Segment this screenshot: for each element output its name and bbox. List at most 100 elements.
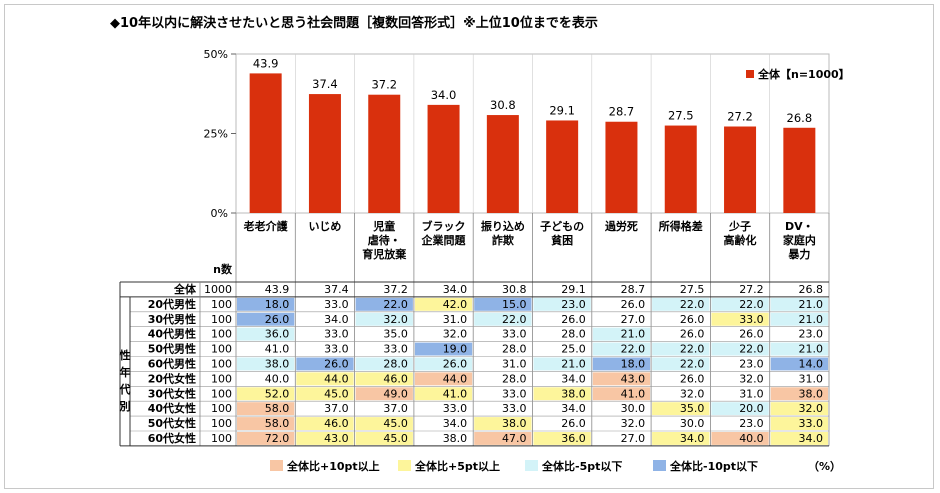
y-tick-label: 25% xyxy=(204,128,228,141)
category-label: 暴力 xyxy=(787,247,810,261)
category-label: 子どもの xyxy=(540,220,584,233)
category-label: 家庭内 xyxy=(783,233,816,247)
row-label: 30代男性 xyxy=(148,312,196,326)
highlight-cell xyxy=(533,357,591,371)
legend-swatch xyxy=(746,70,754,78)
table-cell: 15.0 xyxy=(502,298,527,311)
row-n: 100 xyxy=(211,372,232,385)
row-n: 1000 xyxy=(204,283,232,296)
highlight-cell xyxy=(592,387,651,401)
highlight-cell xyxy=(533,387,591,401)
table-cell: 34.0 xyxy=(443,417,468,430)
side-label-char: 別 xyxy=(119,399,131,413)
table-cell: 22.0 xyxy=(739,298,764,311)
side-label-char: 性 xyxy=(120,348,131,362)
highlight-cell xyxy=(237,417,295,430)
highlight-cell xyxy=(770,417,828,430)
category-label: いじめ xyxy=(308,220,341,233)
row-n: 100 xyxy=(211,343,232,356)
table-cell: 47.0 xyxy=(502,432,527,445)
highlight-cell xyxy=(355,432,413,445)
table-cell: 26.0 xyxy=(561,417,586,430)
table-cell: 31.0 xyxy=(739,387,764,400)
highlight-cell xyxy=(355,387,413,401)
highlight-cell xyxy=(652,432,710,445)
table-cell: 37.0 xyxy=(324,402,349,415)
category-label: 虐待・ xyxy=(368,233,401,247)
table-cell: 27.2 xyxy=(739,283,764,296)
table-cell: 22.0 xyxy=(680,298,705,311)
highlight-cell xyxy=(237,402,295,416)
table-cell: 30.8 xyxy=(502,283,527,296)
table-cell: 27.5 xyxy=(680,283,705,296)
table-cell: 26.0 xyxy=(739,328,764,341)
category-label: 老老介護 xyxy=(243,219,289,233)
bar xyxy=(724,126,757,213)
table-cell: 23.0 xyxy=(739,417,764,430)
row-label: 40代女性 xyxy=(148,401,196,415)
table-cell: 22.0 xyxy=(680,358,705,371)
highlight-cell xyxy=(592,327,651,341)
table-cell: 21.0 xyxy=(799,313,824,326)
table-cell: 30.0 xyxy=(680,417,705,430)
table-cell: 72.0 xyxy=(265,432,290,445)
row-label: 20代女性 xyxy=(148,371,196,385)
table-cell: 20.0 xyxy=(739,402,764,415)
table-cell: 18.0 xyxy=(621,358,646,371)
table-cell: 22.0 xyxy=(621,343,646,356)
table-cell: 34.0 xyxy=(680,432,705,445)
table-cell: 33.0 xyxy=(324,343,349,356)
table-cell: 32.0 xyxy=(799,402,824,415)
highlight-cell xyxy=(355,417,413,430)
row-label: 40代男性 xyxy=(148,327,196,341)
category-label: 高齢化 xyxy=(724,233,757,247)
category-label: 詐欺 xyxy=(492,233,514,247)
row-n: 100 xyxy=(211,387,232,400)
highlight-cell xyxy=(296,387,354,401)
bar xyxy=(249,73,282,213)
legend-key-swatch xyxy=(525,460,538,471)
data-label: 29.1 xyxy=(549,103,575,117)
table-cell: 26.0 xyxy=(621,298,646,311)
table-cell: 32.0 xyxy=(383,313,408,326)
legend-key-swatch xyxy=(398,460,411,471)
highlight-cell xyxy=(474,432,532,445)
highlight-cell xyxy=(711,297,769,311)
table-cell: 33.0 xyxy=(443,402,468,415)
table-cell: 18.0 xyxy=(265,298,290,311)
side-label-char: 代 xyxy=(119,382,131,396)
table-cell: 21.0 xyxy=(799,298,824,311)
data-label: 27.2 xyxy=(727,110,753,124)
data-label: 28.7 xyxy=(609,105,635,119)
table-cell: 27.0 xyxy=(621,432,646,445)
table-cell: 26.0 xyxy=(324,358,349,371)
table-cell: 21.0 xyxy=(799,343,824,356)
table-cell: 22.0 xyxy=(680,343,705,356)
table-cell: 28.7 xyxy=(621,283,646,296)
category-label: ブラック xyxy=(422,219,466,233)
bar xyxy=(664,125,697,213)
legend-label: 全体【n=1000】 xyxy=(757,67,850,81)
table-cell: 36.0 xyxy=(561,432,586,445)
table-cell: 34.0 xyxy=(561,372,586,385)
table-cell: 34.0 xyxy=(443,283,468,296)
row-label: 全体 xyxy=(173,282,197,296)
bar xyxy=(783,127,816,213)
row-label: 60代女性 xyxy=(148,431,196,445)
chart-frame xyxy=(4,4,934,489)
y-tick-label: 50% xyxy=(204,48,228,61)
table-cell: 46.0 xyxy=(383,372,408,385)
highlight-cell xyxy=(414,357,473,371)
category-label: 所得格差 xyxy=(659,219,703,233)
table-cell: 33.0 xyxy=(739,313,764,326)
highlight-cell xyxy=(770,297,828,311)
table-cell: 37.2 xyxy=(383,283,408,296)
table-cell: 40.0 xyxy=(739,432,764,445)
highlight-cell xyxy=(770,402,828,416)
category-label: 振り込め xyxy=(481,219,525,233)
highlight-cell xyxy=(770,312,828,326)
bar xyxy=(308,94,341,213)
row-n: 100 xyxy=(211,402,232,415)
legend-key-label: 全体比+5pt以上 xyxy=(414,459,500,473)
unit-label: （%） xyxy=(808,460,841,473)
